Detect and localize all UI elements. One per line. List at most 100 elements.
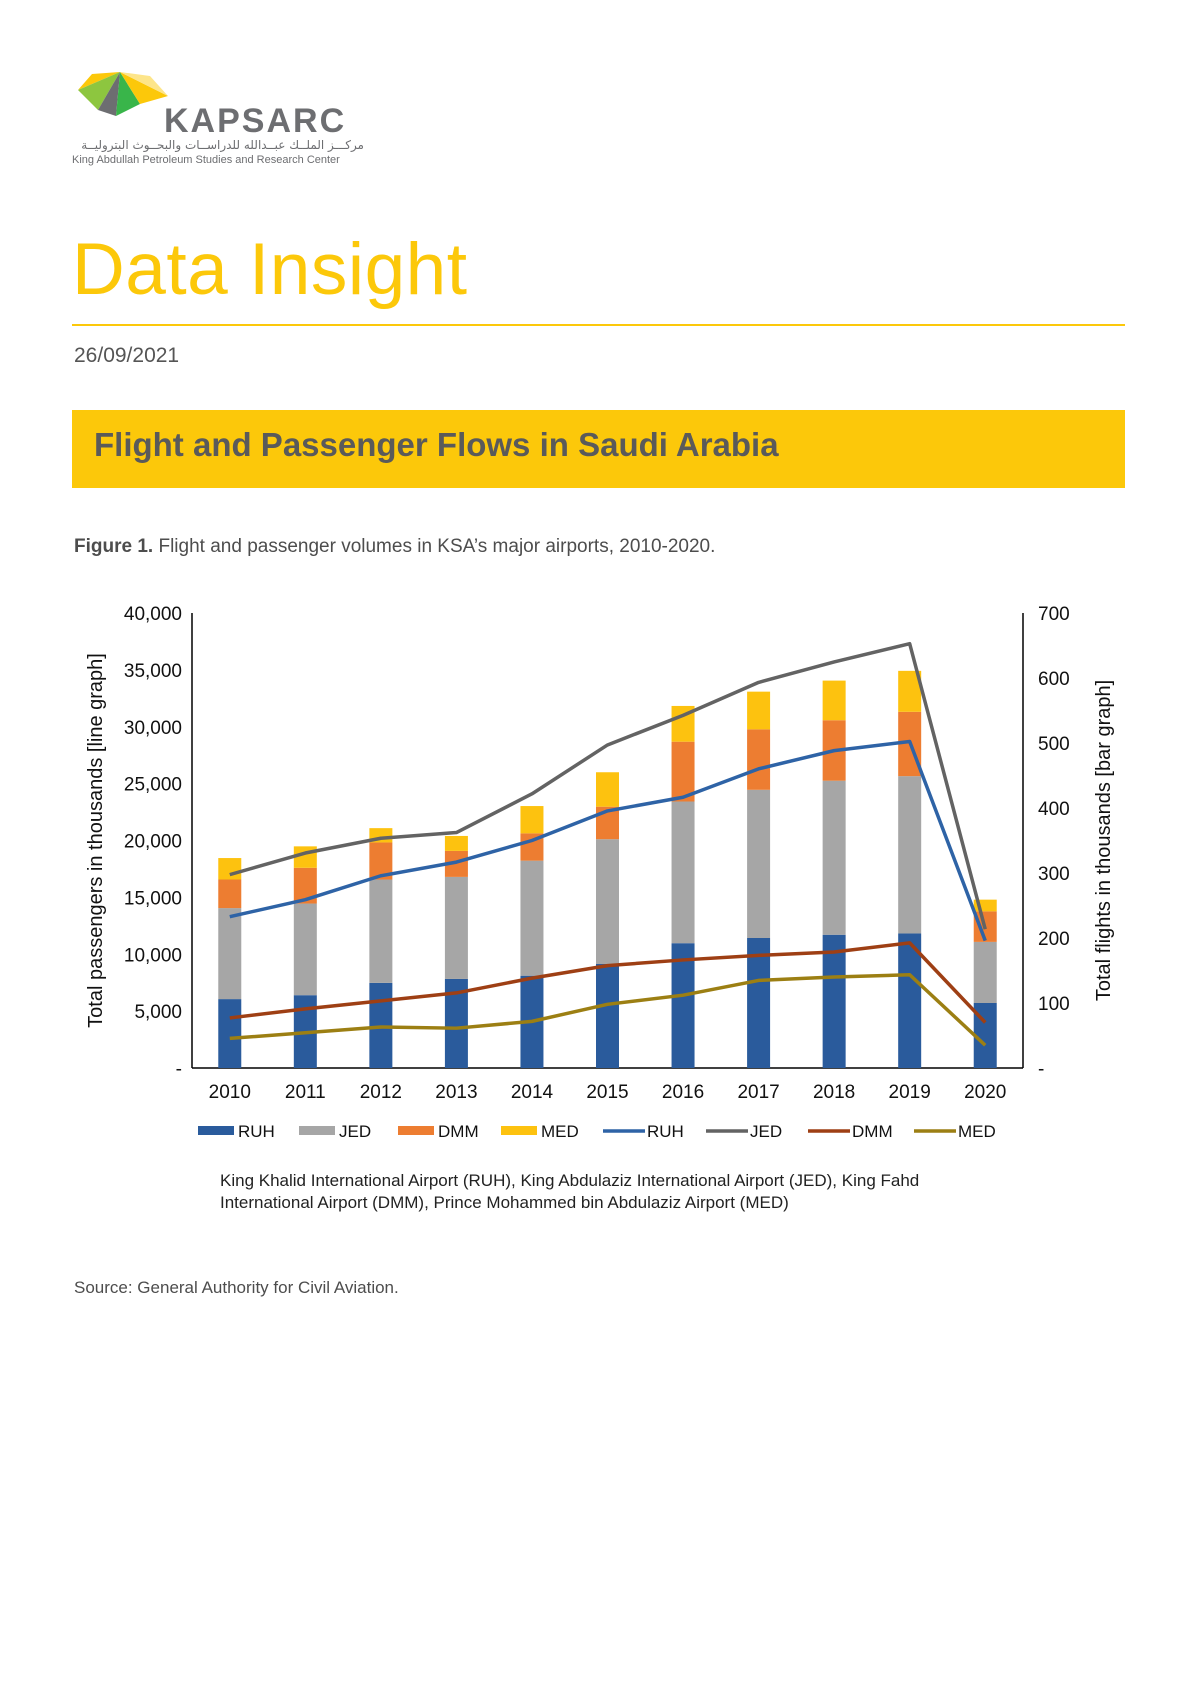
figure-caption: Figure 1. Flight and passenger volumes i… <box>74 536 715 558</box>
y-right-axis-title: Total flights in thousands [bar graph] <box>1093 680 1115 1001</box>
y-left-tick-label: 40,000 <box>124 604 182 625</box>
y-right-tick-label: 700 <box>1038 604 1070 625</box>
y-left-tick-label: - <box>176 1059 182 1080</box>
bar-segment-jed <box>444 876 468 979</box>
x-tick-label: 2012 <box>360 1082 402 1103</box>
line-series-jed <box>229 641 987 930</box>
y-right-tick-label: 500 <box>1038 734 1070 755</box>
y-right-tick-label: 300 <box>1038 864 1070 885</box>
x-tick-label: 2017 <box>737 1082 779 1103</box>
x-tick-label: 2013 <box>435 1082 477 1103</box>
bar-segment-jed <box>898 776 922 934</box>
bar-segment-med <box>444 835 468 851</box>
kapsarc-logo-icon <box>78 72 168 116</box>
bar-segment-jed <box>293 903 317 996</box>
legend-label: RUH <box>647 1122 684 1141</box>
legend-bar-swatch <box>398 1126 434 1135</box>
title-banner: Flight and Passenger Flows in Saudi Arab… <box>72 410 1125 488</box>
legend-bar-swatch <box>501 1126 537 1135</box>
legend-bar-swatch <box>299 1126 335 1135</box>
figure-caption-text: Flight and passenger volumes in KSA’s ma… <box>158 536 716 557</box>
logo-arabic-name: مركـــز الملــك عبــدالله للدراســات وال… <box>81 138 364 152</box>
bar-segment-med <box>822 680 846 721</box>
source-note: Source: General Authority for Civil Avia… <box>74 1278 399 1297</box>
bar-segment-jed <box>218 908 242 1000</box>
legend-label: DMM <box>438 1122 479 1141</box>
chart-labels: - 5,000 10,000 15,000 20,000 25,000 30,000 35,0… <box>85 604 1115 1103</box>
y-left-tick-label: 35,000 <box>124 661 182 682</box>
bar-segment-jed <box>671 801 695 944</box>
bar-segment-ruh <box>747 938 771 1068</box>
x-tick-label: 2018 <box>813 1082 855 1103</box>
legend-label: JED <box>339 1122 371 1141</box>
bar-segment-jed <box>596 839 619 964</box>
bar-segment-med <box>671 705 695 742</box>
document-date: 26/09/2021 <box>74 344 180 367</box>
legend-bar-swatch <box>198 1126 234 1135</box>
bar-segment-ruh <box>596 964 619 1068</box>
logo-english-name: King Abdullah Petroleum Studies and Rese… <box>72 154 340 166</box>
bar-segment-dmm <box>444 850 468 877</box>
y-right-tick-label: 600 <box>1038 669 1070 690</box>
bar-segment-jed <box>520 860 544 976</box>
y-right-tick-label: 100 <box>1038 994 1070 1015</box>
legend-label: MED <box>541 1122 579 1141</box>
line-series-med <box>229 972 987 1047</box>
x-tick-label: 2016 <box>662 1082 704 1103</box>
bar-segment-dmm <box>293 867 317 904</box>
bar-segment-ruh <box>822 934 846 1068</box>
x-tick-label: 2019 <box>889 1082 931 1103</box>
x-tick-label: 2011 <box>285 1082 326 1103</box>
bar-segment-dmm <box>520 833 544 861</box>
y-right-tick-label: 400 <box>1038 799 1070 820</box>
y-left-tick-label: 15,000 <box>124 888 182 909</box>
logo-name: KAPSARC <box>164 102 347 140</box>
flight-passenger-chart: - 5,000 10,000 15,000 20,000 25,000 30,000 35,0… <box>85 604 1115 1141</box>
bar-segment-med <box>520 806 544 834</box>
line-series-dmm <box>229 941 987 1024</box>
banner-title: Flight and Passenger Flows in Saudi Arab… <box>94 426 779 463</box>
bar-segment-dmm <box>671 741 695 802</box>
legend-label: DMM <box>852 1122 893 1141</box>
bar-segment-jed <box>369 879 393 983</box>
bar-segment-jed <box>747 789 771 938</box>
bar-segment-med <box>898 670 922 712</box>
figure-label: Figure 1. <box>74 536 154 557</box>
legend-label: MED <box>958 1122 996 1141</box>
y-left-axis-title: Total passengers in thousands [line grap… <box>85 653 107 1028</box>
x-tick-label: 2014 <box>511 1082 554 1103</box>
bar-segment-ruh <box>671 943 695 1068</box>
y-right-tick-label: 200 <box>1038 929 1070 950</box>
bar-segment-jed <box>973 941 997 1003</box>
chart-legend: RUH JED DMM MED RUH JED DMM MED <box>198 1122 996 1141</box>
x-tick-label: 2020 <box>964 1082 1006 1103</box>
kapsarc-logo: KAPSARC مركـــز الملــك عبــدالله للدراس… <box>72 70 372 170</box>
bar-segment-ruh <box>898 933 922 1068</box>
document-type-title: Data Insight <box>72 229 468 310</box>
chart-lines <box>229 641 987 1047</box>
y-left-tick-label: 20,000 <box>124 832 182 853</box>
x-tick-label: 2015 <box>586 1082 628 1103</box>
x-tick-label: 2010 <box>209 1082 251 1103</box>
y-left-tick-label: 10,000 <box>124 945 182 966</box>
legend-label: JED <box>750 1122 782 1141</box>
bar-segment-dmm <box>218 879 242 909</box>
line-series-ruh <box>229 739 987 942</box>
bar-segment-dmm <box>747 729 771 790</box>
y-right-tick-label: - <box>1038 1059 1044 1080</box>
y-left-tick-label: 25,000 <box>124 775 182 796</box>
bar-segment-ruh <box>218 999 242 1068</box>
bar-segment-med <box>596 772 619 807</box>
bar-segment-ruh <box>444 978 468 1068</box>
bar-segment-dmm <box>369 842 393 880</box>
airport-abbreviation-note: King Khalid International Airport (RUH),… <box>220 1171 920 1212</box>
legend-label: RUH <box>238 1122 275 1141</box>
y-left-tick-label: 30,000 <box>124 718 182 739</box>
bar-segment-ruh <box>973 1003 997 1068</box>
chart-bars <box>218 670 997 1068</box>
bar-segment-med <box>218 858 242 880</box>
bar-segment-med <box>747 691 771 730</box>
bar-segment-med <box>973 899 997 912</box>
bar-segment-jed <box>822 780 846 935</box>
y-left-tick-label: 5,000 <box>134 1002 182 1023</box>
